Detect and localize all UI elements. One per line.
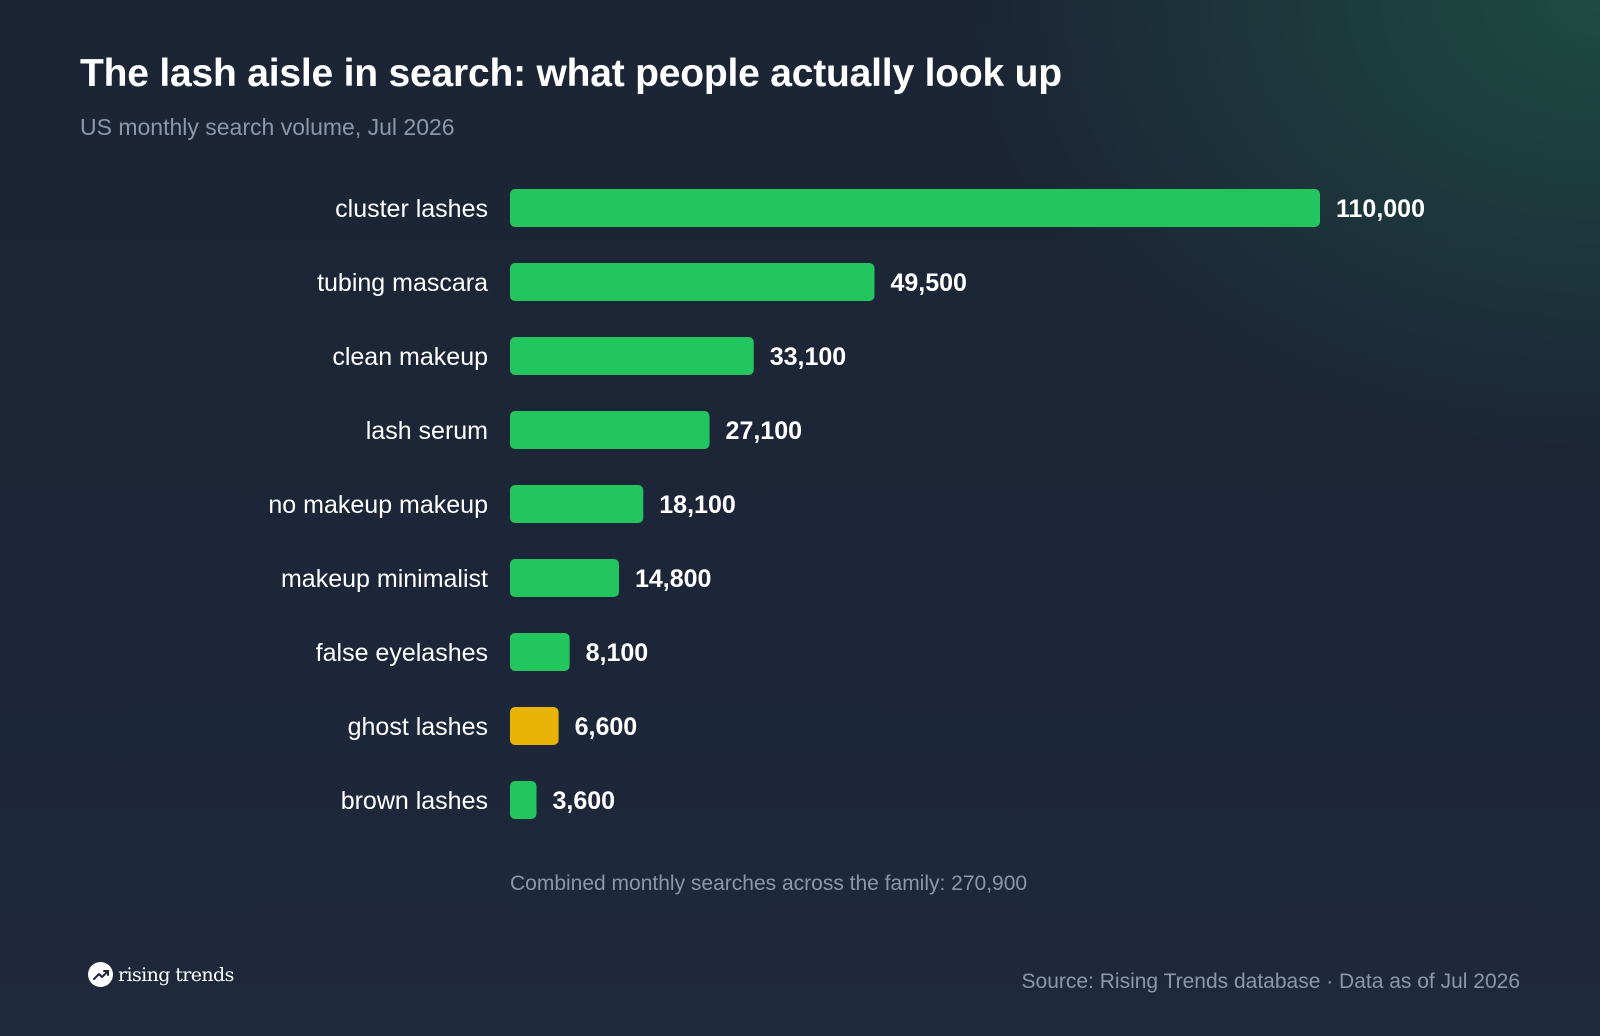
- bar-cluster-lashes: [510, 189, 1320, 227]
- category-label-cluster-lashes: cluster lashes: [335, 195, 488, 223]
- category-label-clean-makeup: clean makeup: [332, 343, 488, 371]
- value-label-false-eyelashes: 8,100: [586, 639, 649, 667]
- chart-subtitle: US monthly search volume, Jul 2026: [80, 114, 455, 140]
- trend-arrow-icon: [88, 962, 113, 987]
- brand-name: rising trends: [118, 963, 234, 986]
- category-label-lash-serum: lash serum: [366, 417, 488, 445]
- source-note: Source: Rising Trends database · Data as…: [1021, 970, 1520, 993]
- bar-no-makeup-makeup: [510, 485, 644, 523]
- category-label-makeup-minimalist: makeup minimalist: [281, 565, 488, 593]
- value-label-brown-lashes: 3,600: [553, 787, 616, 815]
- category-label-brown-lashes: brown lashes: [341, 787, 488, 815]
- bar-tubing-mascara: [510, 263, 875, 301]
- category-label-no-makeup-makeup: no makeup makeup: [268, 491, 488, 519]
- brand-logo: rising trends: [88, 962, 234, 987]
- bar-ghost-lashes: [510, 707, 559, 745]
- category-label-tubing-mascara: tubing mascara: [317, 269, 488, 297]
- bar-chart: cluster lashes 110,000 tubing mascara 49,50…: [268, 189, 1425, 819]
- category-label-ghost-lashes: ghost lashes: [348, 713, 488, 741]
- value-label-makeup-minimalist: 14,800: [635, 565, 711, 593]
- category-label-false-eyelashes: false eyelashes: [316, 639, 488, 667]
- bar-makeup-minimalist: [510, 559, 619, 597]
- bar-lash-serum: [510, 411, 710, 449]
- value-label-lash-serum: 27,100: [726, 417, 802, 445]
- value-label-tubing-mascara: 49,500: [891, 269, 967, 297]
- value-label-clean-makeup: 33,100: [770, 343, 846, 371]
- bar-brown-lashes: [510, 781, 537, 819]
- bar-clean-makeup: [510, 337, 754, 375]
- value-label-no-makeup-makeup: 18,100: [659, 491, 735, 519]
- value-label-ghost-lashes: 6,600: [575, 713, 638, 741]
- bar-false-eyelashes: [510, 633, 570, 671]
- combined-total-note: Combined monthly searches across the fam…: [510, 872, 1028, 895]
- chart-title: The lash aisle in search: what people ac…: [80, 52, 1062, 95]
- value-label-cluster-lashes: 110,000: [1336, 195, 1425, 223]
